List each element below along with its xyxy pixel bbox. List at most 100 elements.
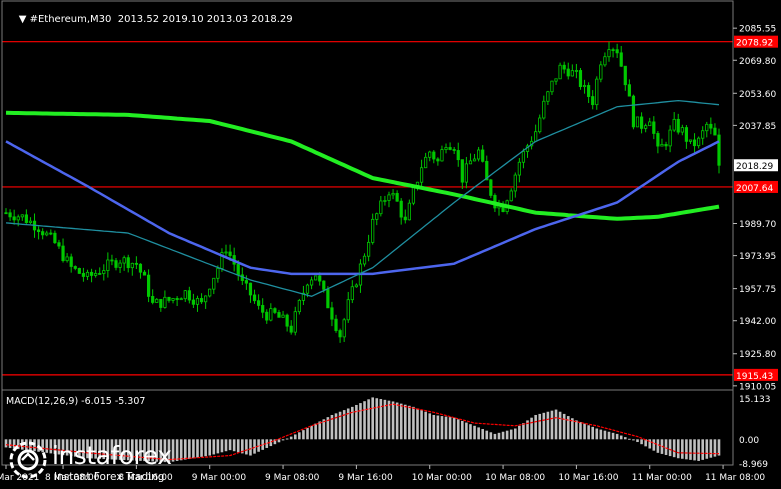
macd-bar [147, 439, 150, 462]
macd-bar [122, 439, 126, 461]
candle-body [297, 299, 301, 313]
candle-body [12, 216, 16, 221]
x-tick-label-1: 8 Mar 08:00 [45, 473, 100, 483]
macd-bar [318, 421, 322, 440]
candle-body [664, 144, 668, 147]
candle-body [261, 305, 265, 313]
candle-body [89, 271, 94, 276]
macd-bar [98, 439, 102, 459]
macd-label: MACD(12,26,9) -6.015 -5.307 [6, 396, 145, 407]
candle-body [248, 282, 253, 296]
candle-body [228, 251, 232, 256]
candle-body [20, 214, 24, 218]
macd-bar [12, 439, 16, 449]
candle-body [151, 296, 155, 303]
candle-body [114, 260, 118, 268]
candle-body [318, 275, 322, 282]
x-tick-label-10: 11 Mar 08:00 [705, 473, 765, 483]
macd-bar [196, 439, 199, 458]
candle-body [57, 242, 61, 247]
macd-bar [306, 427, 309, 440]
macd-bar [135, 439, 138, 461]
macd-bar [61, 439, 65, 455]
candle-body [106, 259, 110, 271]
macd-bar [685, 439, 688, 460]
candle-body [407, 202, 411, 221]
macd-bar [493, 433, 497, 440]
candle-body [362, 255, 367, 265]
macd-bar [403, 404, 407, 440]
macd-bar [676, 439, 680, 459]
macd-bar [143, 439, 146, 462]
candle-body [627, 84, 631, 97]
candle-body [118, 262, 122, 268]
macd-bar [387, 400, 391, 440]
macd-bar [249, 439, 252, 456]
candle-body [672, 118, 676, 131]
candle-body [688, 139, 693, 142]
candle-body [399, 200, 403, 218]
y-tick-label-4: 1989.70 [739, 220, 776, 230]
macd-bar [461, 420, 464, 440]
candle-body [28, 220, 33, 223]
candle-body [285, 314, 289, 327]
macd-bar [183, 439, 187, 460]
macd-bar [591, 426, 594, 440]
macd-signal-line [5, 403, 719, 461]
candle-body [354, 284, 358, 288]
candle-body [371, 218, 375, 243]
macd-bar [473, 425, 476, 440]
ma-slow-line [5, 110, 720, 221]
candle-body [53, 232, 57, 244]
macd-bar [701, 439, 705, 460]
candle-body [49, 232, 53, 235]
candle-body [73, 266, 77, 269]
candle-body [134, 262, 138, 265]
candle-body [163, 296, 167, 308]
collapse-triangle-icon[interactable]: ▼ [18, 14, 30, 25]
x-tick-label-8: 10 Mar 16:00 [558, 473, 618, 483]
y-tick-label-5: 1973.95 [739, 252, 776, 262]
candle-body [603, 56, 607, 66]
macd-bar [346, 408, 350, 440]
current-price-label: 2018.29 [736, 162, 773, 172]
candle-body [395, 193, 399, 202]
macd-bar [587, 425, 590, 440]
symbol-header: ▼ #Ethereum,M30 2013.52 2019.10 2013.03 … [6, 3, 293, 36]
candle-body [460, 159, 464, 183]
candle-body [550, 80, 554, 93]
macd-bar [302, 430, 305, 440]
macd-bar [465, 422, 468, 440]
macd-bar [232, 439, 236, 452]
macd-bar [648, 439, 652, 449]
macd-bar [428, 413, 432, 440]
candle-body [273, 308, 277, 313]
candle-body [155, 298, 159, 303]
candle-body [595, 78, 599, 106]
macd-bar [285, 438, 289, 440]
macd-bar [379, 399, 383, 440]
candle-body [697, 137, 701, 147]
macd-bar [713, 439, 717, 457]
candle-body [717, 134, 721, 166]
macd-bar [106, 439, 110, 460]
macd-bar [575, 420, 578, 440]
x-tick-label-4: 9 Mar 08:00 [265, 473, 320, 483]
macd-bar [330, 414, 334, 440]
candle-body [383, 200, 387, 202]
macd-bar [281, 439, 285, 441]
macd-bar [469, 424, 472, 440]
macd-bar [298, 432, 301, 440]
candle-body [546, 91, 550, 102]
macd-bar [509, 429, 513, 440]
macd-bar [78, 439, 81, 458]
macd-bar [265, 439, 269, 448]
macd-bar [175, 439, 179, 461]
candle-body [281, 314, 285, 318]
candle-body [558, 64, 562, 80]
macd-bar [522, 423, 525, 440]
candle-body [102, 270, 106, 274]
candle-body [342, 319, 346, 338]
macd-bar [45, 439, 49, 453]
